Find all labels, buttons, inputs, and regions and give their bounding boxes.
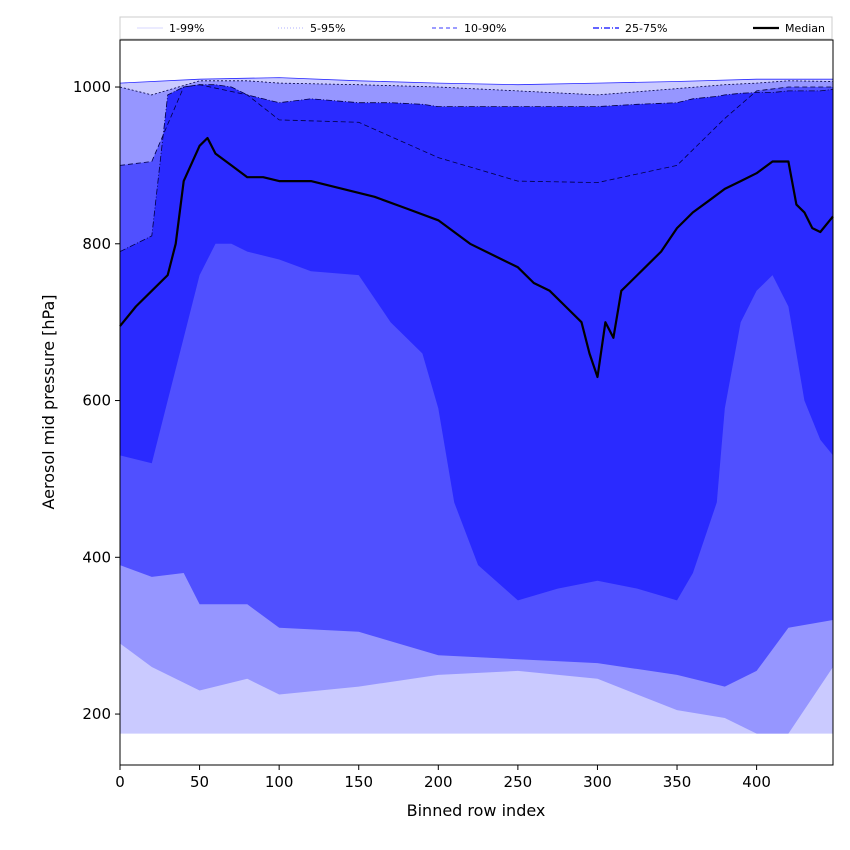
plot-frame <box>119 39 834 766</box>
band-edge-1 <box>119 77 833 86</box>
y-axis-label: Aerosol mid pressure [hPa] <box>39 294 58 509</box>
band-edge-2 <box>119 80 834 96</box>
x-tick-label: 350 <box>663 773 692 791</box>
band-4 <box>120 84 833 601</box>
y-tick-label: 600 <box>82 392 111 410</box>
x-tick-label: 150 <box>344 773 373 791</box>
y-tick-label: 200 <box>82 705 111 723</box>
x-axis-label: Binned row index <box>407 801 546 820</box>
legend-label: 25-75% <box>625 22 667 35</box>
x-tick-label: 0 <box>115 773 125 791</box>
y-tick-label: 1000 <box>73 78 111 96</box>
y-tick-label: 400 <box>82 548 111 566</box>
x-tick-label: 100 <box>265 773 294 791</box>
x-axis: 0 50 100 150 200 250 300 350 400 <box>115 765 771 791</box>
x-tick-label: 50 <box>190 773 209 791</box>
plot-area <box>119 77 834 734</box>
x-tick-label: 300 <box>583 773 612 791</box>
x-tick-label: 200 <box>424 773 453 791</box>
x-tick-label: 400 <box>742 773 771 791</box>
legend-box <box>119 16 833 40</box>
legend-label: Median <box>785 22 825 35</box>
band-edge-3 <box>119 84 833 184</box>
legend: 1-99% 5-95% 10-90% 25-75% Median <box>119 16 833 40</box>
median-line <box>119 136 834 379</box>
legend-label: 5-95% <box>310 22 345 35</box>
band-edge-4 <box>119 84 834 252</box>
y-axis: 200 400 600 800 1000 <box>73 78 120 723</box>
legend-label: 1-99% <box>169 22 204 35</box>
y-tick-label: 800 <box>82 235 111 253</box>
x-tick-label: 250 <box>504 773 533 791</box>
legend-label: 10-90% <box>464 22 506 35</box>
